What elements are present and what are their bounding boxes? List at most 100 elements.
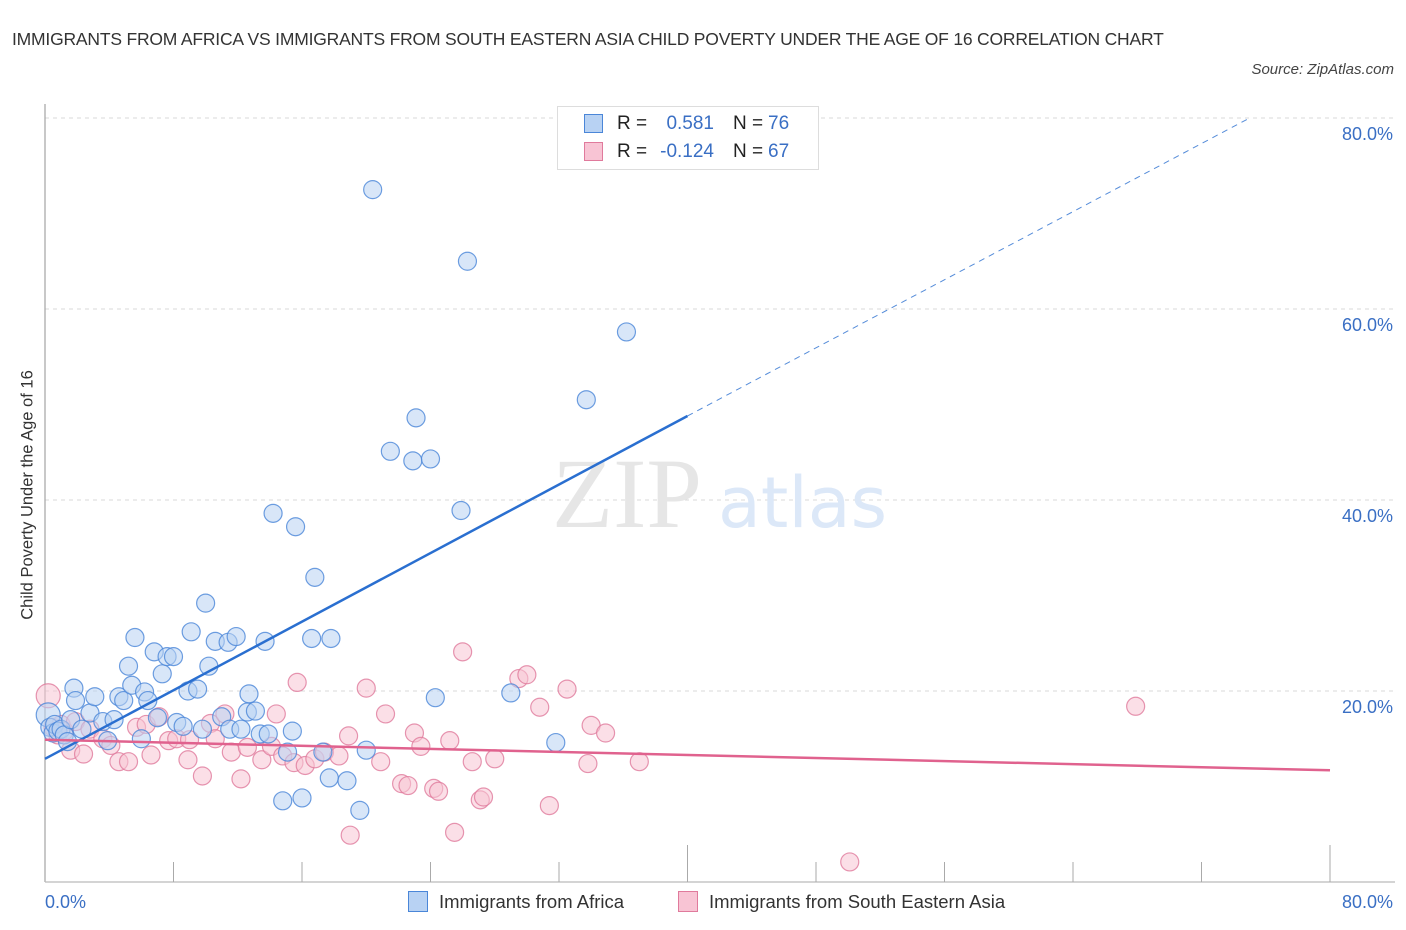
africa-point bbox=[420, 449, 441, 469]
r-label: R = bbox=[617, 141, 648, 162]
sea-point bbox=[440, 731, 460, 751]
africa-point bbox=[245, 701, 266, 721]
axes bbox=[44, 104, 1395, 883]
sea-point bbox=[338, 726, 359, 746]
africa-point bbox=[192, 719, 213, 739]
sea-point bbox=[595, 723, 616, 743]
tick-labels: 20.0% 40.0% 60.0% 80.0% 0.0% 80.0% bbox=[45, 124, 1393, 912]
africa-point bbox=[147, 708, 168, 728]
series-africa-points bbox=[35, 180, 637, 820]
sea-point bbox=[340, 825, 360, 845]
africa-point bbox=[152, 664, 172, 684]
sea-point bbox=[578, 753, 598, 774]
sea-point bbox=[178, 750, 198, 770]
n-label: N = bbox=[733, 113, 764, 134]
africa-point bbox=[305, 567, 325, 587]
sea-point bbox=[1126, 696, 1146, 716]
sea-point bbox=[237, 737, 257, 757]
africa-point bbox=[285, 517, 306, 537]
africa-point bbox=[403, 451, 423, 471]
africa-point bbox=[363, 180, 383, 200]
sea-point bbox=[629, 752, 649, 772]
trend-lines bbox=[44, 117, 1331, 772]
africa-point bbox=[576, 390, 596, 410]
sea-point bbox=[473, 787, 494, 807]
legend-row-south-eastern-asia: R = -0.124 N = 67 bbox=[558, 139, 818, 165]
sea-point bbox=[557, 679, 577, 699]
sea-trend-line bbox=[44, 738, 1331, 772]
sea-point bbox=[398, 775, 418, 796]
n-value: 76 bbox=[768, 113, 790, 134]
africa-point bbox=[380, 441, 400, 461]
africa-point bbox=[85, 687, 105, 707]
y-tick-label: 60.0% bbox=[1342, 315, 1393, 335]
r-value: -0.124 bbox=[660, 141, 714, 162]
sea-swatch-icon bbox=[584, 142, 603, 161]
africa-point bbox=[451, 500, 471, 521]
africa-point bbox=[337, 771, 357, 791]
bottom-legend-label: Immigrants from South Eastern Asia bbox=[709, 891, 1006, 912]
africa-point bbox=[457, 251, 478, 271]
sea-point bbox=[453, 642, 473, 662]
watermark-zip: ZIP bbox=[552, 438, 702, 549]
africa-trend-extension bbox=[687, 117, 1250, 417]
sea-point bbox=[252, 750, 272, 770]
africa-point bbox=[226, 626, 246, 647]
chart-title: IMMIGRANTS FROM AFRICA VS IMMIGRANTS FRO… bbox=[12, 29, 1164, 49]
watermark: ZIP atlas bbox=[552, 438, 887, 549]
sea-point bbox=[840, 852, 860, 872]
africa-point bbox=[356, 740, 376, 760]
sea-point bbox=[266, 704, 286, 724]
sea-point bbox=[485, 749, 505, 769]
sea-point bbox=[462, 752, 482, 772]
y-tick-label: 20.0% bbox=[1342, 697, 1393, 717]
africa-point bbox=[425, 688, 445, 708]
africa-point bbox=[131, 729, 151, 749]
africa-point bbox=[187, 679, 208, 699]
n-value: 67 bbox=[768, 141, 790, 162]
africa-point bbox=[239, 684, 259, 704]
sea-point bbox=[375, 704, 396, 724]
africa-point bbox=[65, 690, 86, 711]
sea-point bbox=[192, 766, 213, 786]
africa-point bbox=[258, 724, 278, 744]
bottom-legend-label: Immigrants from Africa bbox=[439, 891, 625, 912]
africa-point bbox=[292, 788, 312, 808]
africa-point bbox=[277, 742, 298, 762]
sea-point bbox=[411, 736, 431, 756]
africa-trend-line bbox=[44, 414, 689, 760]
africa-swatch-icon bbox=[584, 114, 603, 133]
sea-point bbox=[287, 672, 307, 693]
sea-point bbox=[329, 746, 349, 766]
y-tick-label: 80.0% bbox=[1342, 124, 1393, 144]
sea-point bbox=[356, 678, 376, 698]
africa-point bbox=[196, 593, 216, 613]
sea-legend-swatch-icon bbox=[678, 891, 698, 912]
sea-point bbox=[428, 781, 449, 801]
sea-point bbox=[530, 697, 550, 717]
correlation-legend: R = 0.581 N = 76 R = -0.124 N = 67 bbox=[557, 106, 819, 170]
africa-point bbox=[406, 408, 426, 428]
africa-point bbox=[181, 622, 201, 642]
sea-point bbox=[444, 822, 465, 842]
africa-point bbox=[163, 647, 184, 667]
series-south-eastern-asia-points bbox=[35, 642, 1146, 872]
africa-point bbox=[114, 690, 134, 711]
africa-point bbox=[546, 732, 566, 753]
africa-point bbox=[302, 628, 322, 649]
africa-point bbox=[501, 683, 521, 703]
gridlines bbox=[45, 117, 1395, 692]
r-label: R = bbox=[617, 113, 648, 134]
x-tick-label: 0.0% bbox=[45, 892, 86, 912]
n-label: N = bbox=[733, 141, 764, 162]
africa-point bbox=[321, 628, 341, 649]
sea-point bbox=[118, 752, 139, 772]
africa-legend-swatch-icon bbox=[408, 891, 428, 912]
sea-point bbox=[73, 744, 94, 764]
africa-point bbox=[319, 768, 339, 788]
sea-point bbox=[221, 742, 241, 762]
source-label: Source: ZipAtlas.com bbox=[1251, 61, 1394, 78]
africa-point bbox=[125, 627, 145, 648]
africa-point bbox=[173, 716, 193, 736]
